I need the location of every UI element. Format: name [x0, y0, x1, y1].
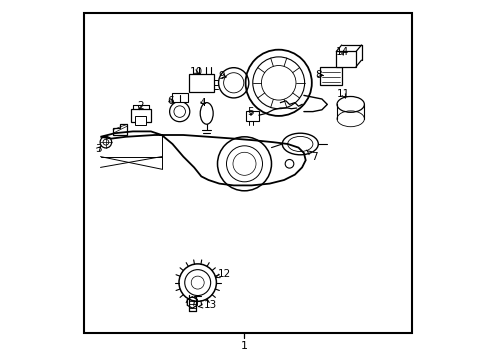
- Text: 2: 2: [137, 101, 143, 111]
- FancyBboxPatch shape: [131, 109, 151, 122]
- FancyBboxPatch shape: [134, 116, 145, 125]
- Text: 4: 4: [200, 98, 206, 108]
- Text: 12: 12: [215, 269, 231, 279]
- Text: 8: 8: [314, 70, 321, 80]
- Text: 7: 7: [306, 150, 317, 162]
- Text: 5: 5: [247, 107, 254, 117]
- Text: 13: 13: [198, 300, 217, 310]
- Text: 1: 1: [241, 341, 247, 351]
- FancyBboxPatch shape: [320, 67, 341, 85]
- FancyBboxPatch shape: [246, 111, 258, 121]
- Text: 9: 9: [219, 71, 226, 81]
- FancyBboxPatch shape: [336, 51, 355, 67]
- Text: 11: 11: [336, 89, 349, 99]
- Text: 10: 10: [189, 67, 202, 77]
- FancyBboxPatch shape: [171, 93, 187, 102]
- Text: 6: 6: [167, 96, 174, 106]
- Text: 14: 14: [335, 47, 348, 57]
- Text: 3: 3: [95, 144, 101, 154]
- FancyBboxPatch shape: [84, 13, 411, 333]
- FancyBboxPatch shape: [188, 74, 213, 92]
